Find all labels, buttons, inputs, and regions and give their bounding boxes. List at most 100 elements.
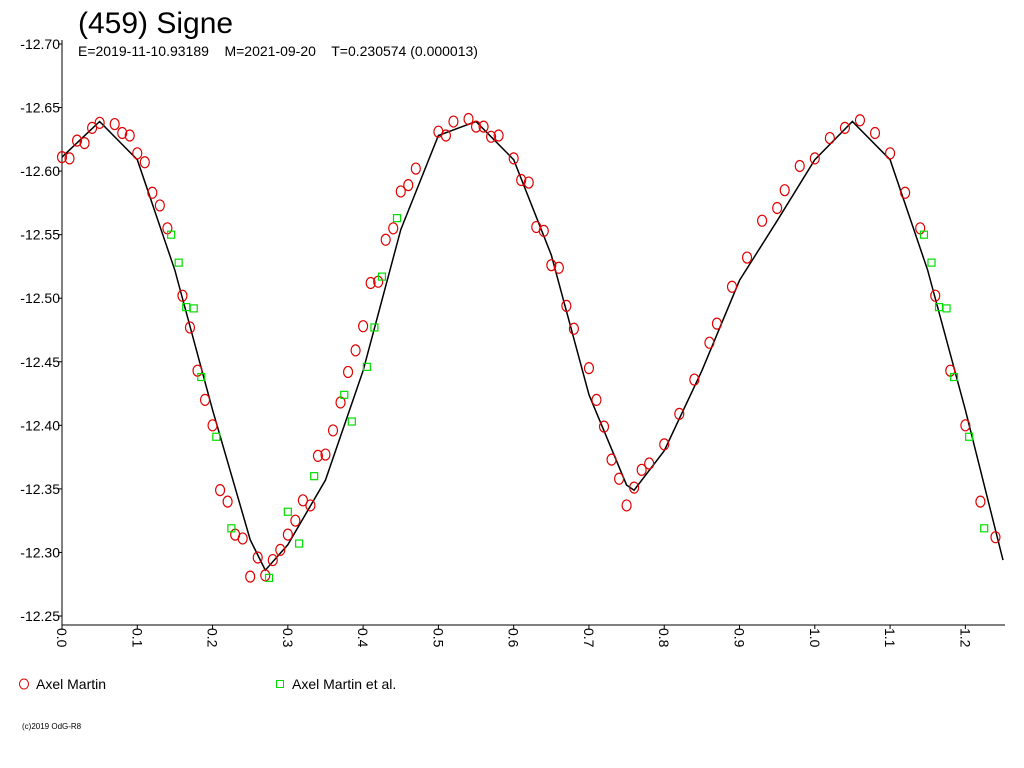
y-tick-label: -12.65 xyxy=(20,100,60,116)
data-point xyxy=(71,134,83,147)
data-point xyxy=(448,115,459,128)
data-point xyxy=(900,186,911,199)
data-point xyxy=(629,481,640,494)
data-point xyxy=(644,457,655,470)
y-tick-label: -12.70 xyxy=(20,36,60,52)
data-point xyxy=(370,323,379,332)
data-point xyxy=(362,362,371,371)
data-point xyxy=(212,432,221,441)
data-point xyxy=(154,199,165,212)
data-point xyxy=(741,251,753,264)
data-point xyxy=(613,472,625,485)
x-tick-label: 0.4 xyxy=(355,628,371,648)
data-point xyxy=(884,147,896,160)
data-point xyxy=(410,162,421,175)
data-point xyxy=(606,453,617,466)
data-point xyxy=(147,186,158,199)
legend-label: Axel Martin xyxy=(36,676,106,692)
data-point xyxy=(305,499,316,512)
y-tick-label: -12.25 xyxy=(20,608,60,624)
data-point xyxy=(380,233,391,246)
data-point xyxy=(794,159,805,173)
x-tick-label: 0.8 xyxy=(656,628,672,648)
data-point xyxy=(227,524,236,533)
data-point xyxy=(222,495,233,508)
y-tick-label: -12.50 xyxy=(20,290,60,306)
data-point xyxy=(523,176,534,189)
data-point xyxy=(869,126,881,140)
legend-marker xyxy=(276,680,284,688)
footer: (c)2019 OdG-R8 xyxy=(22,722,82,731)
data-point xyxy=(347,417,356,426)
data-point xyxy=(320,448,331,461)
data-point xyxy=(779,184,790,197)
data-point xyxy=(342,365,354,379)
data-point xyxy=(264,573,274,582)
data-point xyxy=(392,214,402,223)
legend-label: Axel Martin et al. xyxy=(292,676,396,692)
data-point xyxy=(930,289,941,302)
data-point xyxy=(553,261,564,274)
data-point xyxy=(117,126,128,140)
data-point xyxy=(561,299,572,312)
data-point xyxy=(56,151,68,164)
data-point xyxy=(245,570,256,583)
data-point xyxy=(772,201,783,215)
data-point xyxy=(942,304,951,313)
x-tick-label: 0.0 xyxy=(54,628,70,648)
data-point xyxy=(197,372,206,382)
data-point xyxy=(252,551,263,564)
data-point xyxy=(621,499,632,512)
x-tick-label: 0.3 xyxy=(280,628,296,648)
data-point xyxy=(919,230,929,239)
data-point xyxy=(358,320,369,333)
y-tick-label: -12.35 xyxy=(20,481,60,497)
x-tick-label: 0.5 xyxy=(430,628,446,648)
data-point xyxy=(310,472,319,481)
data-point xyxy=(64,152,75,165)
data-point xyxy=(674,407,685,420)
y-tick-label: -12.55 xyxy=(20,227,60,243)
data-point xyxy=(470,120,482,133)
data-point xyxy=(132,147,143,160)
chart-title: (459) Signe xyxy=(78,7,233,40)
data-point xyxy=(377,272,387,281)
data-point xyxy=(493,129,504,142)
data-point xyxy=(478,120,489,133)
data-point xyxy=(79,137,90,150)
data-point xyxy=(757,214,768,227)
data-point xyxy=(388,222,399,235)
data-point xyxy=(184,321,196,334)
data-point xyxy=(350,344,361,357)
data-point xyxy=(295,539,304,548)
data-point xyxy=(839,121,851,134)
x-tick-label: 1.0 xyxy=(807,628,823,648)
data-point xyxy=(980,524,989,533)
data-point xyxy=(824,131,835,145)
data-point xyxy=(546,259,557,272)
data-point xyxy=(854,114,866,127)
data-point xyxy=(214,484,226,497)
data-point xyxy=(583,362,595,375)
x-tick-label: 0.7 xyxy=(581,628,597,648)
data-point xyxy=(167,230,176,239)
y-tick-label: -12.60 xyxy=(20,163,60,179)
data-point xyxy=(485,130,497,143)
x-tick-label: 1.1 xyxy=(882,628,898,648)
data-point xyxy=(990,531,1001,544)
data-point xyxy=(189,304,198,313)
y-tick-label: -12.30 xyxy=(20,544,60,560)
data-point xyxy=(949,372,959,382)
data-point xyxy=(568,322,580,335)
data-point xyxy=(598,420,610,433)
x-tick-label: 1.2 xyxy=(957,628,973,648)
data-point xyxy=(403,178,414,192)
data-point xyxy=(927,258,936,267)
data-point xyxy=(283,507,292,516)
data-point xyxy=(508,152,519,165)
data-point xyxy=(124,129,135,142)
data-point xyxy=(340,390,349,399)
data-point xyxy=(395,185,406,198)
data-point xyxy=(174,258,183,267)
